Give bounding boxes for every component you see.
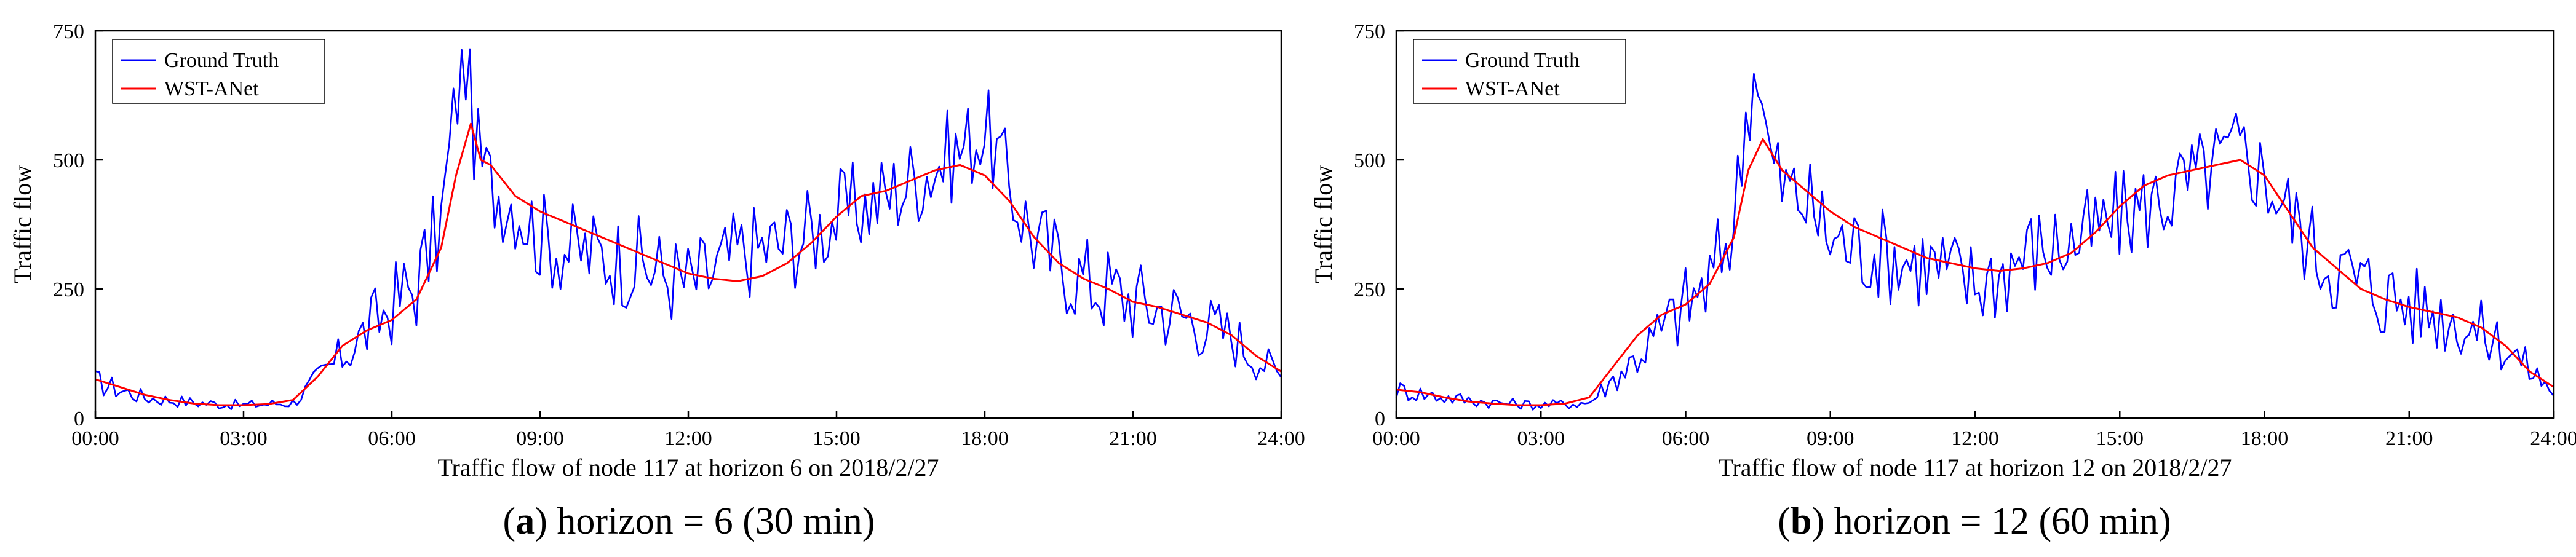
x-tick-label: 24:00 — [2530, 427, 2576, 450]
caption-close-paren: ) — [1811, 500, 1824, 542]
x-tick-label: 00:00 — [71, 427, 119, 450]
x-tick-label: 12:00 — [664, 427, 712, 450]
x-tick-label: 21:00 — [2385, 427, 2433, 450]
x-tick-label: 18:00 — [2241, 427, 2288, 450]
caption: (a) horizon = 6 (30 min) — [503, 500, 875, 542]
y-tick-label: 750 — [53, 20, 84, 43]
y-tick-label: 750 — [1354, 20, 1385, 43]
y-tick-label: 0 — [1375, 408, 1385, 430]
x-tick-label: 18:00 — [961, 427, 1008, 450]
series-line-wst-anet — [1396, 138, 2554, 406]
x-tick-label: 06:00 — [368, 427, 415, 450]
x-tick-label: 06:00 — [1662, 427, 1709, 450]
x-tick-label: 15:00 — [813, 427, 860, 450]
series-line-ground-truth — [1395, 73, 2554, 411]
caption-letter: b — [1791, 500, 1811, 542]
y-tick-label: 500 — [53, 149, 84, 172]
legend-label-ground-truth: Ground Truth — [164, 49, 279, 72]
legend-box — [112, 39, 325, 104]
x-tick-label: 09:00 — [1807, 427, 1854, 450]
y-tick-label: 0 — [74, 408, 84, 430]
x-tick-label: 00:00 — [1372, 427, 1420, 450]
x-tick-label: 03:00 — [1517, 427, 1565, 450]
x-tick-label: 03:00 — [220, 427, 267, 450]
x-axis-label: Traffic flow of node 117 at horizon 12 o… — [1718, 454, 2232, 481]
x-tick-label: 15:00 — [2096, 427, 2144, 450]
x-tick-label: 24:00 — [1257, 427, 1305, 450]
series-line-wst-anet — [95, 122, 1282, 406]
y-tick-label: 250 — [53, 278, 84, 301]
panel-b-horizon-12: 00:00 03:00 06:00 09:00 12:00 15:00 18:00 21:00… — [1310, 20, 2576, 542]
caption-open-paren: ( — [1778, 500, 1791, 542]
caption-open-paren: ( — [503, 500, 516, 542]
x-tick-label: 21:00 — [1109, 427, 1156, 450]
legend-label-ground-truth: Ground Truth — [1465, 49, 1580, 72]
caption-letter: a — [515, 500, 535, 542]
caption: (b) horizon = 12 (60 min) — [1778, 500, 2171, 542]
legend-label-wst-anet: WST-ANet — [1465, 77, 1560, 100]
panel-a-horizon-6: 00:00 03:00 06:00 09:00 12:00 15:00 18:00 21:00… — [9, 20, 1305, 542]
y-tick-label: 500 — [1354, 149, 1385, 172]
x-tick-label: 09:00 — [516, 427, 563, 450]
caption-text: horizon = 6 (30 min) — [547, 500, 875, 542]
y-axis-label: Traffic flow — [1310, 165, 1337, 283]
legend-box — [1413, 39, 1626, 104]
caption-text: horizon = 12 (60 min) — [1824, 500, 2171, 542]
x-axis-label: Traffic flow of node 117 at horizon 6 on… — [437, 454, 939, 481]
x-tick-label: 12:00 — [1951, 427, 1998, 450]
caption-close-paren: ) — [535, 500, 547, 542]
y-tick-label: 250 — [1354, 278, 1385, 301]
legend-label-wst-anet: WST-ANet — [164, 77, 259, 100]
y-axis-label: Traffic flow — [9, 165, 36, 283]
